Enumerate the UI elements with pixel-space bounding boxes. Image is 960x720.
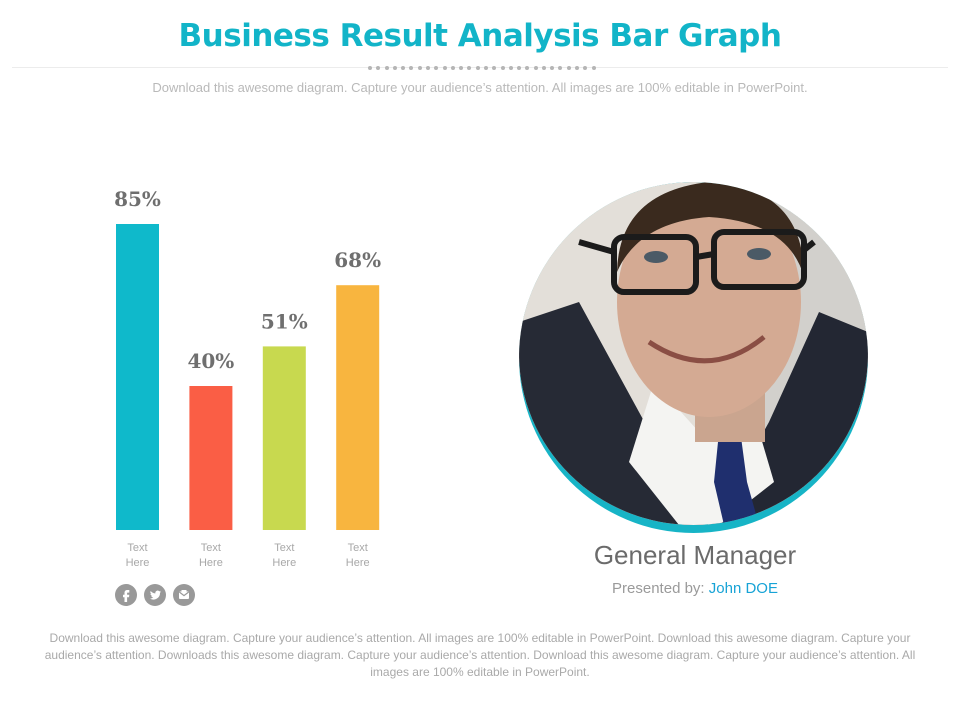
bar-4	[336, 285, 380, 530]
footer-text: Download this awesome diagram. Capture y…	[44, 631, 916, 679]
mail-icon[interactable]	[173, 584, 195, 606]
profile-photo	[519, 182, 868, 525]
facebook-icon[interactable]	[115, 584, 137, 606]
bar-1	[116, 224, 159, 530]
title-divider	[12, 67, 948, 68]
bar-value-label-1: 85%	[114, 187, 161, 211]
category-label-3: Text Here	[272, 542, 296, 569]
page-title: Business Result Analysis Bar Graph	[178, 18, 782, 54]
dotted-separator	[368, 64, 596, 72]
category-label-1: Text Here	[126, 542, 150, 569]
category-label-4: Text Here	[346, 542, 370, 569]
bar-value-label-4: 68%	[334, 248, 381, 272]
bar-chart: 85% Text Here 40% Text Here 51% Text Here 68% Text…	[114, 187, 381, 569]
profile-presenter: Presented by: John DOE	[520, 580, 870, 597]
bar-3	[262, 346, 306, 530]
presenter-name: John DOE	[708, 580, 778, 597]
presented-by-label: Presented by:	[612, 580, 705, 597]
social-icons	[115, 584, 195, 606]
category-label-2: Text Here	[199, 542, 223, 569]
bar-value-label-3: 51%	[261, 309, 308, 333]
bar-value-label-2: 40%	[187, 349, 234, 373]
page-subtitle: Download this awesome diagram. Capture y…	[152, 80, 808, 95]
bar-2	[189, 386, 233, 530]
profile-photo-frame	[519, 182, 868, 533]
twitter-icon[interactable]	[144, 584, 166, 606]
profile-role: General Manager	[593, 540, 797, 570]
